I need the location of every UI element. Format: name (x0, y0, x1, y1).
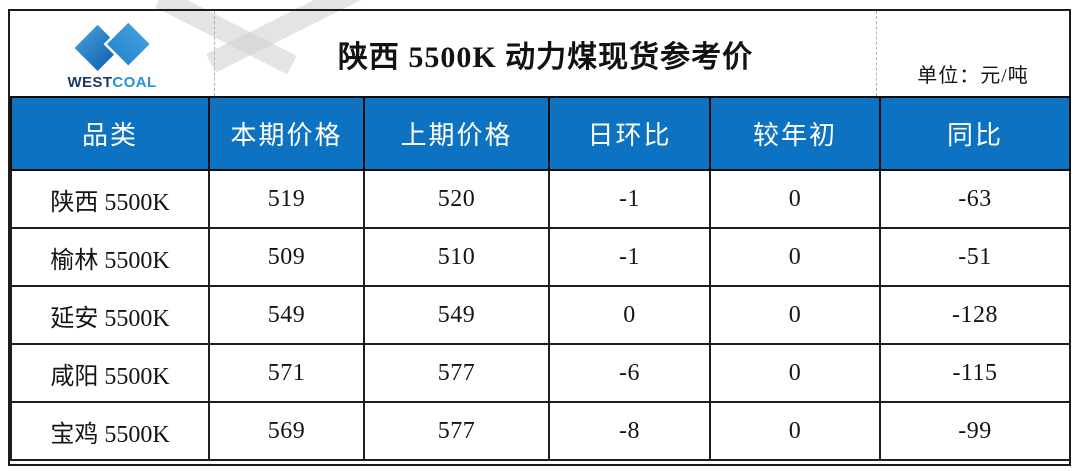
cell-yoy-change: -115 (879, 343, 1071, 403)
cell-ytd-change: 0 (709, 343, 881, 403)
cell-yoy-change: -51 (879, 227, 1071, 287)
cell-ytd-change: 0 (709, 227, 881, 287)
cell-yoy-change: -128 (879, 285, 1071, 345)
table-title: 陕西 5500K 动力煤现货参考价 (337, 40, 754, 74)
cell-previous-price: 549 (363, 285, 550, 345)
unit-cell: 单位：元/吨 (877, 11, 1069, 96)
table-row: 咸阳 5500K 571 577 -6 0 -115 (10, 343, 1071, 403)
cell-current-price: 509 (208, 227, 365, 287)
cell-category: 咸阳 5500K (10, 343, 210, 403)
cell-yoy-change: -99 (879, 401, 1071, 461)
column-header-dod-change: 日环比 (548, 96, 711, 171)
brand-coal: COAL (112, 74, 157, 91)
price-table: 品类 本期价格 上期价格 日环比 较年初 同比 陕西 5500K 519 520… (10, 96, 1071, 461)
cell-dod-change: -8 (548, 401, 711, 461)
cell-category: 陕西 5500K (10, 169, 210, 229)
cell-category: 延安 5500K (10, 285, 210, 345)
cell-dod-change: 0 (548, 285, 711, 345)
cell-yoy-change: -63 (879, 169, 1071, 229)
unit-label: 单位：元/吨 (917, 65, 1029, 87)
table-row: 陕西 5500K 519 520 -1 0 -63 (10, 169, 1071, 229)
cell-previous-price: 577 (363, 343, 550, 403)
brand-west: WEST (67, 74, 113, 91)
cell-current-price: 569 (208, 401, 365, 461)
cell-ytd-change: 0 (709, 285, 881, 345)
cell-dod-change: -6 (548, 343, 711, 403)
cell-previous-price: 510 (363, 227, 550, 287)
logo-cell: WESTCOAL (10, 11, 215, 96)
cell-current-price: 549 (208, 285, 365, 345)
cell-dod-change: -1 (548, 169, 711, 229)
brand-text: WESTCOAL (67, 74, 156, 91)
column-header-category: 品类 (10, 96, 210, 171)
top-band: WESTCOAL 陕西 5500K 动力煤现货参考价 单位：元/吨 (10, 11, 1069, 96)
table-frame: WESTCOAL 陕西 5500K 动力煤现货参考价 单位：元/吨 品类 本期价… (8, 9, 1071, 466)
cell-current-price: 519 (208, 169, 365, 229)
cell-category: 宝鸡 5500K (10, 401, 210, 461)
cell-previous-price: 520 (363, 169, 550, 229)
column-header-ytd-change: 较年初 (709, 96, 881, 171)
table-row: 榆林 5500K 509 510 -1 0 -51 (10, 227, 1071, 287)
column-header-previous-price: 上期价格 (363, 96, 550, 171)
cell-ytd-change: 0 (709, 401, 881, 461)
cell-category: 榆林 5500K (10, 227, 210, 287)
cell-current-price: 571 (208, 343, 365, 403)
title-cell: 陕西 5500K 动力煤现货参考价 (215, 11, 877, 96)
column-header-yoy-change: 同比 (879, 96, 1071, 171)
header-row: 品类 本期价格 上期价格 日环比 较年初 同比 (10, 96, 1071, 171)
westcoal-logo-icon (74, 22, 154, 72)
cell-ytd-change: 0 (709, 169, 881, 229)
column-header-current-price: 本期价格 (208, 96, 365, 171)
table-row: 延安 5500K 549 549 0 0 -128 (10, 285, 1071, 345)
table-row: 宝鸡 5500K 569 577 -8 0 -99 (10, 401, 1071, 461)
cell-previous-price: 577 (363, 401, 550, 461)
cell-dod-change: -1 (548, 227, 711, 287)
